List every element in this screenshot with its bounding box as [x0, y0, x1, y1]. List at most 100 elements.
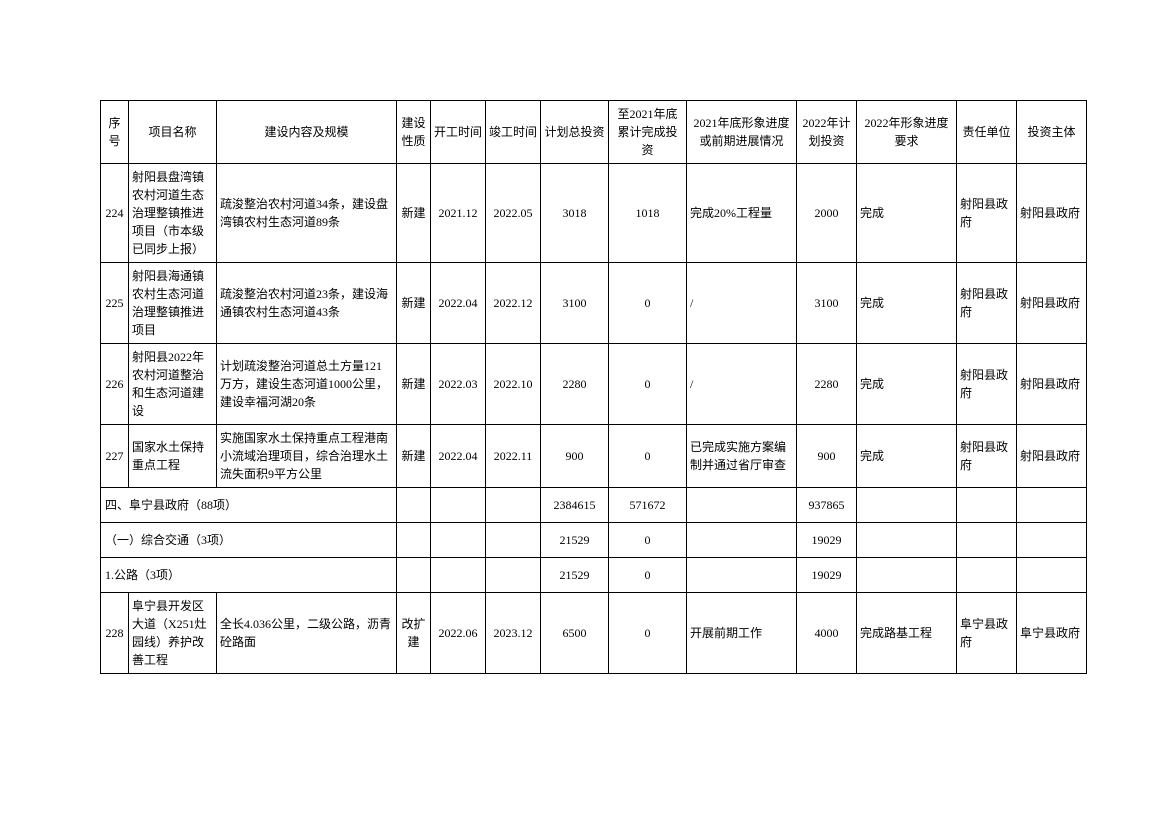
section-row: 四、阜宁县政府（88项） 2384615571672 937865	[101, 488, 1087, 523]
cell-end	[486, 558, 541, 593]
header-seq: 序号	[101, 101, 129, 164]
header-progress-2021: 2021年底形象进度或前期进展情况	[687, 101, 797, 164]
section-row: （一）综合交通（3项）21529019029	[101, 523, 1087, 558]
cell-req_2022: 完成	[857, 263, 957, 344]
cell-plan-2022: 937865	[797, 488, 857, 523]
cell-progress_2021: 开展前期工作	[687, 593, 797, 674]
cell-total_invest: 3018	[541, 164, 609, 263]
cell-progress-2021	[687, 558, 797, 593]
cell-name: 射阳县盘湾镇农村河道生态治理整镇推进项目（市本级已同步上报）	[129, 164, 217, 263]
section-label: 四、阜宁县政府（88项）	[101, 488, 397, 523]
cell-total-invest: 2384615	[541, 488, 609, 523]
cell-content: 疏浚整治农村河道23条，建设海通镇农村生态河道43条	[217, 263, 397, 344]
cell-start: 2022.06	[431, 593, 486, 674]
cell-nature: 新建	[397, 263, 431, 344]
cell-start: 2022.04	[431, 425, 486, 488]
cell-plan_2022: 3100	[797, 263, 857, 344]
cell-plan_2022: 900	[797, 425, 857, 488]
header-invest-subject: 投资主体	[1017, 101, 1087, 164]
cell-progress-2021	[687, 523, 797, 558]
cell-start: 2021.12	[431, 164, 486, 263]
cell-progress-2021	[687, 488, 797, 523]
cell-cumulative: 1018	[609, 164, 687, 263]
cell-cumulative: 0	[609, 263, 687, 344]
cell-seq: 224	[101, 164, 129, 263]
cell-start	[431, 523, 486, 558]
cell-nature: 新建	[397, 164, 431, 263]
cell-invest_subject	[1017, 558, 1087, 593]
cell-resp_unit: 射阳县政府	[957, 263, 1017, 344]
cell-end: 2022.12	[486, 263, 541, 344]
cell-invest_subject: 阜宁县政府	[1017, 593, 1087, 674]
table-row: 226射阳县2022年农村河道整治和生态河道建设计划疏浚整治河道总土方量121万…	[101, 344, 1087, 425]
header-cumulative: 至2021年底累计完成投资	[609, 101, 687, 164]
cell-cumulative: 0	[609, 344, 687, 425]
cell-name: 射阳县海通镇农村生态河道治理整镇推进项目	[129, 263, 217, 344]
cell-total_invest: 900	[541, 425, 609, 488]
cell-total_invest: 3100	[541, 263, 609, 344]
cell-cumulative: 571672	[609, 488, 687, 523]
cell-seq: 226	[101, 344, 129, 425]
table-row: 227国家水土保持重点工程实施国家水土保持重点工程港南小流域治理项目，综合治理水…	[101, 425, 1087, 488]
cell-content: 计划疏浚整治河道总土方量121万方，建设生态河道1000公里，建设幸福河湖20条	[217, 344, 397, 425]
cell-invest_subject	[1017, 523, 1087, 558]
header-plan-2022: 2022年计划投资	[797, 101, 857, 164]
header-row: 序号 项目名称 建设内容及规模 建设性质 开工时间 竣工时间 计划总投资 至20…	[101, 101, 1087, 164]
cell-plan_2022: 2280	[797, 344, 857, 425]
cell-cumulative: 0	[609, 425, 687, 488]
table-row: 224射阳县盘湾镇农村河道生态治理整镇推进项目（市本级已同步上报）疏浚整治农村河…	[101, 164, 1087, 263]
cell-nature: 改扩建	[397, 593, 431, 674]
cell-cumulative: 0	[609, 593, 687, 674]
header-nature: 建设性质	[397, 101, 431, 164]
cell-resp_unit: 射阳县政府	[957, 344, 1017, 425]
cell-start	[431, 558, 486, 593]
cell-end: 2022.11	[486, 425, 541, 488]
cell-invest_subject: 射阳县政府	[1017, 164, 1087, 263]
cell-resp_unit: 阜宁县政府	[957, 593, 1017, 674]
cell-resp_unit: 射阳县政府	[957, 164, 1017, 263]
cell-content: 全长4.036公里，二级公路，沥青砼路面	[217, 593, 397, 674]
cell-invest_subject: 射阳县政府	[1017, 425, 1087, 488]
cell-req_2022	[857, 558, 957, 593]
cell-seq: 227	[101, 425, 129, 488]
cell-total-invest: 21529	[541, 558, 609, 593]
table-row: 228阜宁县开发区大道（X251灶园线）养护改善工程全长4.036公里，二级公路…	[101, 593, 1087, 674]
header-req-2022: 2022年形象进度要求	[857, 101, 957, 164]
cell-progress_2021: 已完成实施方案编制并通过省厅审查	[687, 425, 797, 488]
cell-total_invest: 2280	[541, 344, 609, 425]
cell-total_invest: 6500	[541, 593, 609, 674]
cell-end: 2023.12	[486, 593, 541, 674]
project-table: 序号 项目名称 建设内容及规模 建设性质 开工时间 竣工时间 计划总投资 至20…	[100, 100, 1087, 674]
cell-seq: 225	[101, 263, 129, 344]
table-body: 224射阳县盘湾镇农村河道生态治理整镇推进项目（市本级已同步上报）疏浚整治农村河…	[101, 164, 1087, 674]
cell-content: 疏浚整治农村河道34条，建设盘湾镇农村生态河道89条	[217, 164, 397, 263]
cell-plan_2022: 2000	[797, 164, 857, 263]
cell-start: 2022.04	[431, 263, 486, 344]
cell-cumulative: 0	[609, 523, 687, 558]
cell-invest_subject: 射阳县政府	[1017, 263, 1087, 344]
cell-nature: 新建	[397, 425, 431, 488]
cell-seq: 228	[101, 593, 129, 674]
header-name: 项目名称	[129, 101, 217, 164]
table-row: 225射阳县海通镇农村生态河道治理整镇推进项目疏浚整治农村河道23条，建设海通镇…	[101, 263, 1087, 344]
cell-end	[486, 523, 541, 558]
header-start: 开工时间	[431, 101, 486, 164]
cell-name: 阜宁县开发区大道（X251灶园线）养护改善工程	[129, 593, 217, 674]
cell-req_2022	[857, 523, 957, 558]
cell-progress_2021: /	[687, 263, 797, 344]
cell-total-invest: 21529	[541, 523, 609, 558]
cell-req_2022: 完成	[857, 425, 957, 488]
cell-cumulative: 0	[609, 558, 687, 593]
cell-resp_unit: 射阳县政府	[957, 425, 1017, 488]
cell-start: 2022.03	[431, 344, 486, 425]
cell-req_2022: 完成	[857, 164, 957, 263]
cell-resp_unit	[957, 558, 1017, 593]
cell-nature	[397, 558, 431, 593]
cell-req_2022	[857, 488, 957, 523]
section-row: 1.公路（3项）21529019029	[101, 558, 1087, 593]
cell-end	[486, 488, 541, 523]
cell-req_2022: 完成路基工程	[857, 593, 957, 674]
cell-resp_unit	[957, 523, 1017, 558]
cell-invest_subject	[1017, 488, 1087, 523]
cell-nature: 新建	[397, 344, 431, 425]
